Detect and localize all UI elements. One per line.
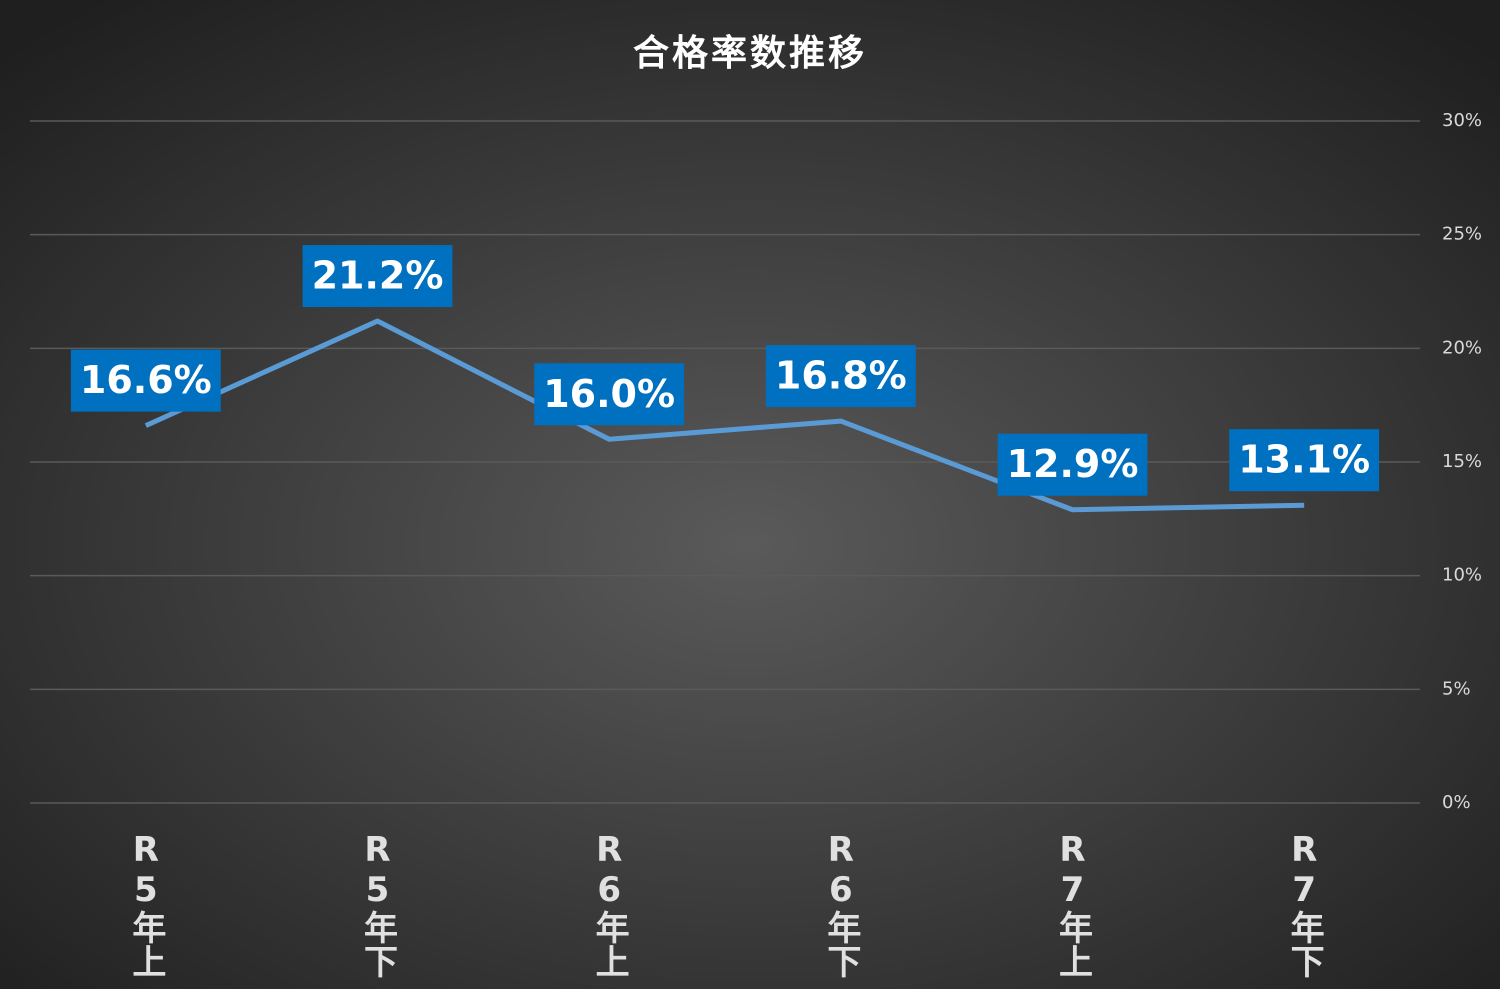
x-tick-label: R5年上 — [126, 830, 166, 978]
data-label-box — [534, 363, 685, 426]
x-tick-label: R7年下 — [1284, 830, 1324, 978]
data-label: 13.1% — [1238, 438, 1370, 482]
y-tick-label: 5% — [1442, 678, 1471, 699]
x-tick-label: R6年下 — [821, 830, 861, 978]
y-tick-label: 30% — [1442, 110, 1482, 131]
data-label-box — [302, 245, 453, 308]
data-label: 21.2% — [312, 254, 444, 298]
data-label-box — [765, 345, 916, 408]
y-tick-label: 10% — [1442, 565, 1482, 586]
y-tick-label: 0% — [1442, 792, 1471, 813]
x-tick-label: R6年上 — [589, 830, 629, 978]
chart-title: 合格率数推移 — [633, 33, 867, 74]
data-label: 16.0% — [543, 372, 675, 416]
data-label-box — [70, 349, 221, 412]
x-tick-label: R7年上 — [1053, 830, 1093, 978]
line — [144, 318, 1305, 513]
data-label: 16.6% — [80, 358, 212, 402]
y-tick-label: 25% — [1442, 224, 1482, 245]
data-label: 16.8% — [775, 354, 907, 398]
x-tick-label: R5年下 — [358, 830, 398, 978]
data-label-box — [1229, 429, 1380, 492]
y-tick-label: 20% — [1442, 337, 1482, 358]
y-tick-label: 15% — [1442, 451, 1482, 472]
data-label-box — [997, 433, 1148, 496]
data-label: 12.9% — [1007, 442, 1139, 486]
